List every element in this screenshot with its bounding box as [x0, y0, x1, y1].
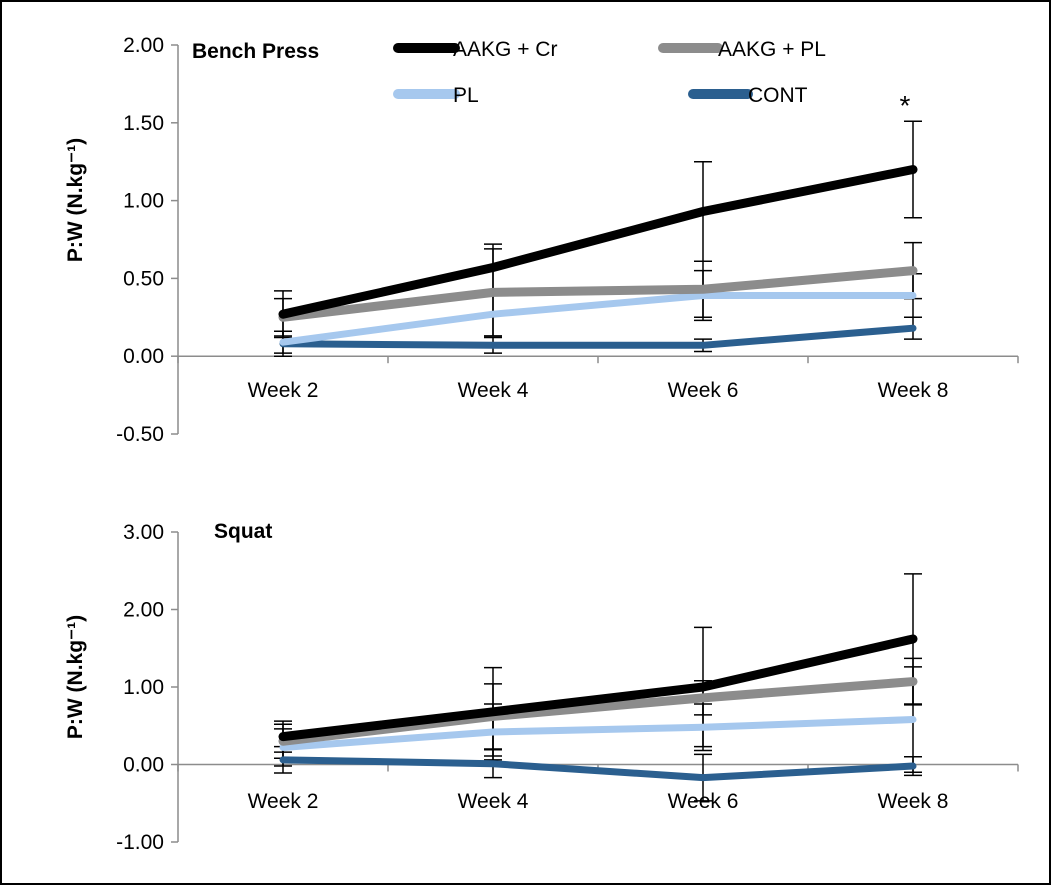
bench-press-title: Bench Press	[192, 40, 319, 63]
legend-label-aakg-pl: AAKG + PL	[718, 38, 826, 61]
legend-label-pl: PL	[453, 84, 479, 107]
bench-press-x-tick-label: Week 8	[878, 379, 949, 402]
squat-y-tick-label: -1.00	[116, 831, 164, 854]
bench-press-x-tick-label: Week 6	[668, 379, 739, 402]
bench-press-significance-marker: *	[900, 90, 911, 121]
bench-press-x-tick-label: Week 2	[248, 379, 319, 402]
bench-press-y-tick-label: 2.00	[123, 34, 164, 57]
squat-y-tick-label: 3.00	[123, 521, 164, 544]
legend-label-aakg-cr: AAKG + Cr	[453, 38, 557, 61]
bench-press-y-tick-label: -0.50	[116, 423, 164, 446]
squat-y-tick-label: 1.00	[123, 676, 164, 699]
bench-press-y-tick-label: 1.50	[123, 112, 164, 135]
legend-label-cont: CONT	[748, 84, 808, 107]
squat-x-tick-label: Week 2	[248, 790, 319, 813]
bench-press-y-tick-label: 0.00	[123, 345, 164, 368]
squat-title: Squat	[214, 520, 272, 543]
squat-x-tick-label: Week 6	[668, 790, 739, 813]
bench-press-y-axis-label: P:W (N.kg⁻¹)	[64, 138, 87, 262]
squat-y-tick-label: 2.00	[123, 599, 164, 622]
bench-press-x-tick-label: Week 4	[458, 379, 529, 402]
squat-y-axis-label: P:W (N.kg⁻¹)	[64, 615, 87, 739]
squat-x-tick-label: Week 4	[458, 790, 529, 813]
bench-press-y-tick-label: 0.50	[123, 267, 164, 290]
squat-y-tick-label: 0.00	[123, 754, 164, 777]
bench-press-y-tick-label: 1.00	[123, 190, 164, 213]
squat-x-tick-label: Week 8	[878, 790, 949, 813]
